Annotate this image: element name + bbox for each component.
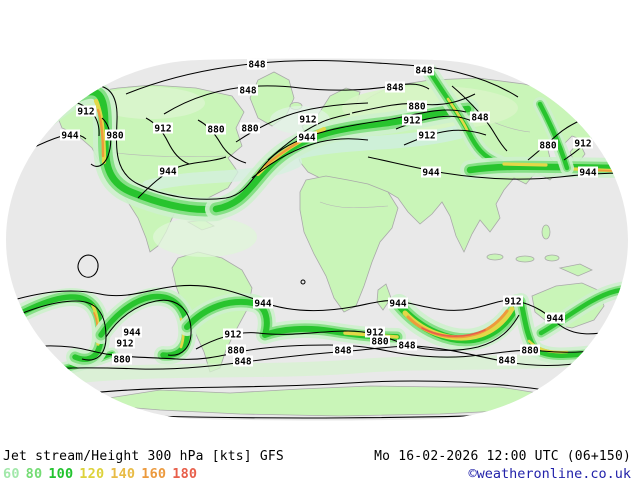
caption-row-2: 60 80 100 120 140 160 180 ©weatheronline.co.uk xyxy=(0,465,634,482)
copyright-link[interactable]: ©weatheronline.co.uk xyxy=(468,466,631,482)
contour-label: 944 xyxy=(253,297,273,310)
contour-label: 880 xyxy=(520,344,540,357)
valid-time-label: Mo 16-02-2026 12:00 UTC (06+150) xyxy=(374,449,631,464)
contour-label: 880 xyxy=(407,100,427,113)
contour-label: 848 xyxy=(385,81,405,94)
contour-label: 848 xyxy=(238,84,258,97)
svg-text:848: 848 xyxy=(334,346,351,357)
svg-text:944: 944 xyxy=(61,131,78,142)
svg-text:848: 848 xyxy=(239,86,256,97)
svg-text:944: 944 xyxy=(546,314,563,325)
legend-value-120: 120 xyxy=(79,466,105,482)
svg-text:912: 912 xyxy=(366,328,383,339)
contour-label: 912 xyxy=(503,295,523,308)
legend-value-160: 160 xyxy=(141,466,167,482)
map-title: Jet stream/Height 300 hPa [kts] GFS xyxy=(3,449,284,464)
svg-text:848: 848 xyxy=(471,113,488,124)
svg-text:880: 880 xyxy=(408,102,425,113)
svg-text:848: 848 xyxy=(498,356,515,367)
svg-text:912: 912 xyxy=(299,115,316,126)
svg-text:912: 912 xyxy=(116,339,133,350)
svg-text:980: 980 xyxy=(106,131,123,142)
contour-label: 880 xyxy=(226,344,246,357)
contour-label: 944 xyxy=(60,129,80,142)
contour-label: 880 xyxy=(112,353,132,366)
svg-text:912: 912 xyxy=(403,116,420,127)
contour-label: 944 xyxy=(122,326,142,339)
svg-text:880: 880 xyxy=(539,141,556,152)
svg-text:912: 912 xyxy=(154,124,171,135)
contour-label: 944 xyxy=(158,165,178,178)
contour-label: 848 xyxy=(333,344,353,357)
contour-label: 912 xyxy=(153,122,173,135)
svg-text:944: 944 xyxy=(123,328,140,339)
svg-text:880: 880 xyxy=(113,355,130,366)
contour-label: 880 xyxy=(206,123,226,136)
contour-label: 848 xyxy=(497,354,517,367)
world-jetstream-map: 848 848 848 848 848 880 880 880 880 912 912 912 912 9… xyxy=(6,58,628,421)
svg-text:880: 880 xyxy=(227,346,244,357)
legend-value-140: 140 xyxy=(110,466,136,482)
contour-label: 848 xyxy=(233,355,253,368)
contour-label: 912 xyxy=(402,114,422,127)
contour-label: 944 xyxy=(297,131,317,144)
contour-label: 848 xyxy=(247,58,267,71)
contour-label: 912 xyxy=(298,113,318,126)
contour-label: 912 xyxy=(115,337,135,350)
legend-value-60: 60 xyxy=(3,466,20,482)
svg-text:880: 880 xyxy=(521,346,538,357)
svg-text:848: 848 xyxy=(398,341,415,352)
svg-text:880: 880 xyxy=(241,124,258,135)
svg-text:848: 848 xyxy=(415,66,432,77)
svg-text:912: 912 xyxy=(77,107,94,118)
contour-label: 944 xyxy=(578,166,598,179)
svg-text:944: 944 xyxy=(579,168,596,179)
svg-text:848: 848 xyxy=(386,83,403,94)
svg-text:848: 848 xyxy=(234,357,251,368)
svg-text:848: 848 xyxy=(248,60,265,71)
svg-text:944: 944 xyxy=(159,167,176,178)
contour-label: 944 xyxy=(388,297,408,310)
contour-label: 980 xyxy=(105,129,125,142)
legend-value-100: 100 xyxy=(48,466,74,482)
caption-bar: Jet stream/Height 300 hPa [kts] GFS Mo 1… xyxy=(0,448,634,482)
contour-label: 912 xyxy=(417,129,437,142)
legend-value-80: 80 xyxy=(25,466,43,482)
contour-label: 944 xyxy=(545,312,565,325)
svg-text:944: 944 xyxy=(298,133,315,144)
contour-label: 880 xyxy=(538,139,558,152)
svg-text:944: 944 xyxy=(389,299,406,310)
svg-text:880: 880 xyxy=(207,125,224,136)
wind-speed-legend: 60 80 100 120 140 160 180 xyxy=(3,466,203,482)
legend-value-180: 180 xyxy=(172,466,198,482)
svg-text:944: 944 xyxy=(254,299,271,310)
caption-row-1: Jet stream/Height 300 hPa [kts] GFS Mo 1… xyxy=(0,448,634,465)
svg-text:912: 912 xyxy=(574,139,591,150)
contour-label: 912 xyxy=(76,105,96,118)
contour-label: 912 xyxy=(223,328,243,341)
contour-label: 848 xyxy=(414,64,434,77)
svg-text:912: 912 xyxy=(224,330,241,341)
contour-label: 944 xyxy=(421,166,441,179)
contour-label: 848 xyxy=(470,111,490,124)
svg-text:880: 880 xyxy=(371,337,388,348)
contour-label: 880 xyxy=(240,122,260,135)
contour-label: 912 xyxy=(365,326,385,339)
svg-text:944: 944 xyxy=(422,168,439,179)
contour-label: 880 xyxy=(370,335,390,348)
contour-label: 912 xyxy=(573,137,593,150)
svg-text:912: 912 xyxy=(504,297,521,308)
contour-label: 848 xyxy=(397,339,417,352)
svg-text:912: 912 xyxy=(418,131,435,142)
